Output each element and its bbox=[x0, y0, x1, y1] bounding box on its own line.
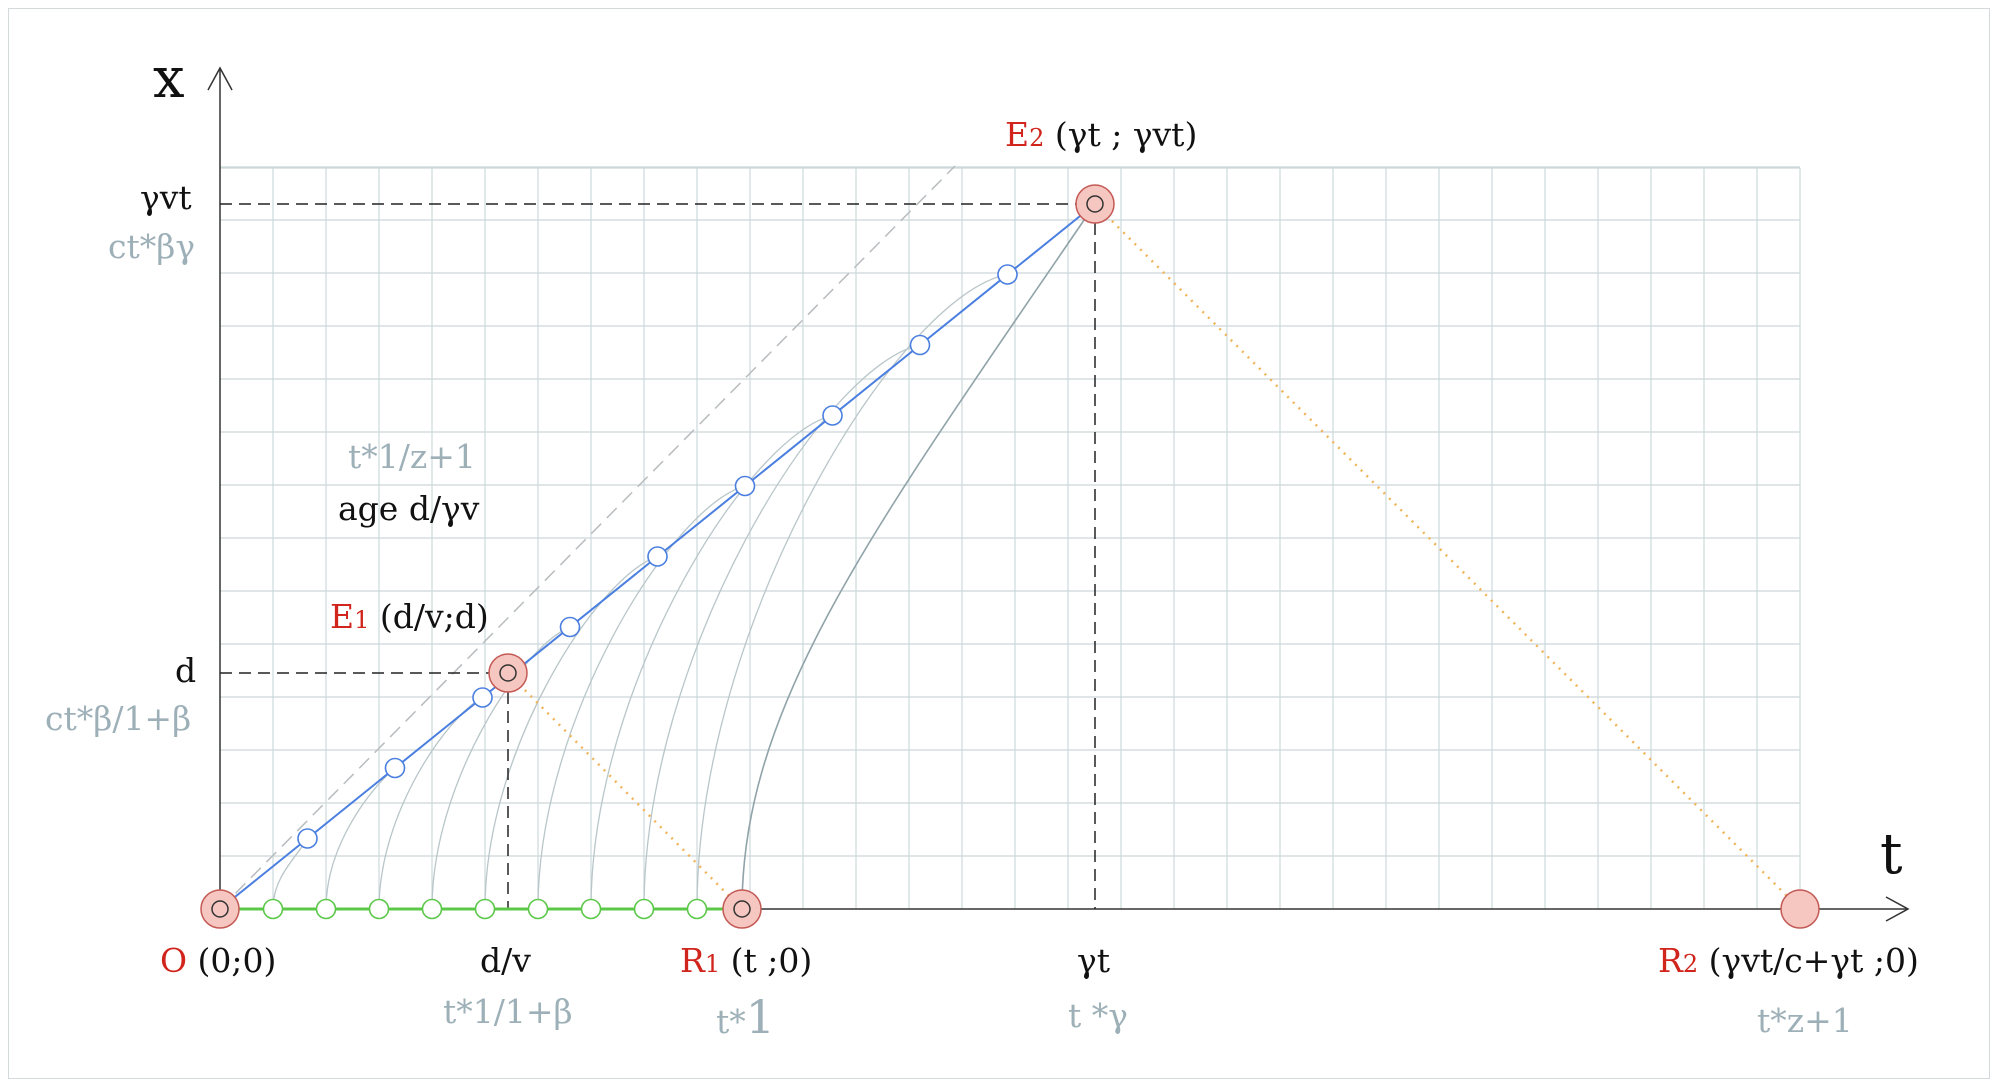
d-tick-label: d bbox=[175, 651, 196, 690]
event-R1 bbox=[722, 889, 762, 929]
emitter-tick-marker bbox=[822, 405, 843, 426]
t-ratio-annotation: t*1/z+1 bbox=[348, 437, 476, 476]
gvt-tick-sublabel: ct*βγ bbox=[108, 227, 195, 266]
event-E2-name: E bbox=[1005, 115, 1029, 154]
event-R1-ring bbox=[733, 900, 751, 918]
receiver-tick-marker bbox=[421, 898, 443, 920]
event-E2-ring bbox=[1086, 195, 1104, 213]
event-R1-marker bbox=[722, 889, 762, 929]
event-O-ring bbox=[211, 900, 229, 918]
event-E2-coords: (γt ; γvt) bbox=[1044, 115, 1197, 154]
r2-tick-sublabel: t*z+1 bbox=[1757, 1001, 1853, 1040]
emitter-tick-marker bbox=[909, 334, 931, 356]
emitter-tick-marker bbox=[997, 264, 1018, 285]
event-E1-coords: (d/v;d) bbox=[369, 597, 488, 636]
event-E2-marker bbox=[1075, 184, 1115, 224]
r1-sub-number: 1 bbox=[746, 990, 775, 1044]
dv-tick-sublabel: t*1/1+β bbox=[443, 992, 573, 1031]
emitter-tick-marker bbox=[559, 616, 581, 638]
r1-tick-sublabel: t*1 bbox=[716, 990, 775, 1044]
signal-curve bbox=[643, 344, 921, 910]
axes: x t bbox=[153, 46, 1910, 922]
x-axis-arrowhead bbox=[207, 66, 233, 91]
receiver-tick-marker bbox=[686, 898, 708, 920]
receiver-marks bbox=[262, 898, 708, 920]
x-axis-name: x bbox=[153, 46, 185, 111]
event-O-marker bbox=[200, 889, 240, 929]
receiver-tick-marker bbox=[527, 898, 549, 920]
event-R2-name: R bbox=[1658, 941, 1684, 980]
receiver-tick-marker bbox=[262, 898, 284, 920]
emitter-marks bbox=[297, 264, 1018, 849]
event-E1-name: E bbox=[330, 597, 354, 636]
t-axis-arrowhead bbox=[1885, 896, 1910, 922]
gt-tick-sublabel: t *γ bbox=[1068, 996, 1128, 1035]
gt-tick-label: γt bbox=[1077, 941, 1110, 980]
event-E1-marker bbox=[488, 653, 528, 693]
signal-curve bbox=[272, 838, 309, 910]
grid bbox=[220, 166, 1801, 909]
signal-curve bbox=[325, 767, 396, 910]
event-O-name: O bbox=[160, 941, 187, 980]
event-R2-marker bbox=[1780, 889, 1820, 929]
t-axis-name: t bbox=[1880, 822, 1903, 887]
event-E1-ring bbox=[499, 664, 517, 682]
event-R1-label: R1 (t ;0) bbox=[680, 941, 812, 980]
signal-curve bbox=[696, 273, 1008, 910]
event-E2-subscript: 2 bbox=[1029, 124, 1044, 152]
r1-sub-prefix: t* bbox=[716, 1002, 746, 1041]
signal-curve-r1-e2 bbox=[741, 203, 1096, 910]
emitter-tick-marker bbox=[734, 475, 756, 497]
event-R1-coords: (t ;0) bbox=[720, 941, 812, 980]
figure-frame bbox=[8, 8, 1990, 1079]
emitter-tick-marker bbox=[472, 687, 493, 708]
event-E2 bbox=[1075, 184, 1115, 224]
signal-curve bbox=[431, 626, 571, 910]
event-R2-subscript: 2 bbox=[1683, 950, 1698, 978]
signal-curves bbox=[272, 203, 1096, 910]
receiver-tick-marker bbox=[633, 898, 655, 920]
emitter-tick-marker bbox=[297, 828, 318, 849]
light-cone-line bbox=[219, 165, 956, 910]
dv-tick-label: d/v bbox=[480, 941, 531, 980]
event-O-label: O (0;0) bbox=[160, 941, 276, 980]
event-E1 bbox=[488, 653, 528, 693]
event-R2-label: R2 (γvt/c+γt ;0) bbox=[1658, 941, 1919, 980]
emitter-tick-marker bbox=[647, 546, 668, 567]
receiver-tick-marker bbox=[315, 898, 337, 920]
event-O bbox=[200, 889, 240, 929]
projection-lines bbox=[220, 203, 1096, 909]
event-R1-name: R bbox=[680, 941, 706, 980]
gvt-tick-label: γvt bbox=[140, 178, 192, 217]
event-R2 bbox=[1780, 889, 1820, 929]
event-E1-subscript: 1 bbox=[354, 606, 369, 634]
event-E1-label: E1 (d/v;d) bbox=[330, 597, 489, 636]
event-O-coords: (0;0) bbox=[187, 941, 276, 980]
signal-curve bbox=[537, 485, 746, 910]
receiver-tick-marker bbox=[580, 898, 602, 920]
event-R1-subscript: 1 bbox=[705, 950, 720, 978]
receiver-tick-marker bbox=[474, 898, 496, 920]
event-R2-coords: (γvt/c+γt ;0) bbox=[1698, 941, 1919, 980]
age-annotation: age d/γv bbox=[338, 489, 480, 528]
receiver-tick-marker bbox=[368, 898, 390, 920]
signal-curve bbox=[590, 414, 833, 910]
event-E2-label: E2 (γt ; γvt) bbox=[1005, 115, 1197, 154]
emitter-tick-marker bbox=[384, 757, 406, 779]
signal-curve bbox=[484, 555, 658, 910]
d-tick-sublabel: ct*β/1+β bbox=[45, 699, 191, 738]
